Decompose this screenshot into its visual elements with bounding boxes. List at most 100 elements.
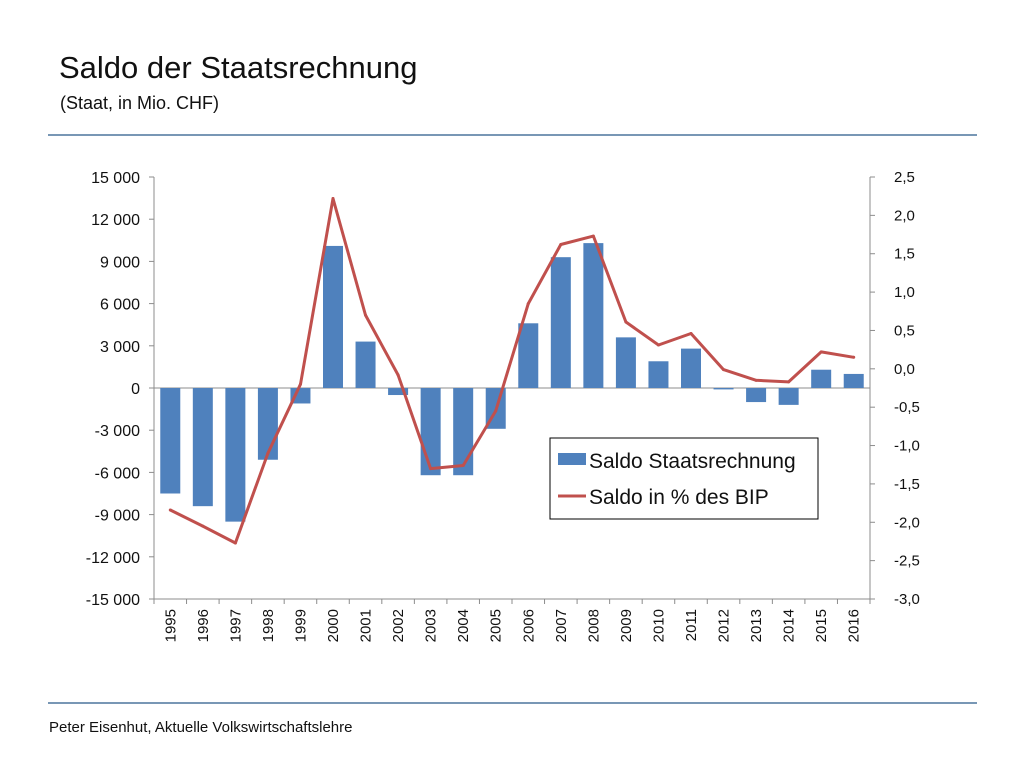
x-tick-label: 1995 [162,609,179,642]
x-tick-label: 2009 [618,609,635,642]
bar [746,388,767,403]
right-tick-label: -2,5 [894,553,920,570]
bar [583,243,604,388]
slide-footer: Peter Eisenhut, Aktuelle Volkswirtschaft… [49,719,353,736]
x-tick-label: 2001 [358,609,375,642]
x-tick-label: 2011 [683,609,700,641]
bar [811,369,832,388]
left-tick-label: 6 000 [100,297,140,314]
bar [192,388,213,507]
line-point [787,380,791,384]
x-tick-label: 2002 [390,609,407,642]
bar [420,388,441,476]
bar [648,361,669,388]
legend-swatch-bars [558,453,586,465]
bar [388,388,409,396]
x-tick-label: 2008 [585,609,602,642]
x-tick-label: 2006 [520,609,537,642]
x-tick-label: 2000 [325,609,342,642]
line-point [396,373,400,377]
x-tick-label: 1999 [292,609,309,642]
left-tick-label: -6 000 [95,465,140,482]
line-point [591,234,595,238]
line-point [298,382,302,386]
line-point [233,541,237,545]
line-point [559,243,563,247]
x-tick-label: 1997 [227,609,244,642]
x-tick-label: 2016 [846,609,863,642]
line-point [526,302,530,306]
right-tick-label: 1,5 [894,246,915,263]
line-point [266,451,270,455]
bar [225,388,246,522]
x-tick-label: 1998 [260,609,277,642]
x-tick-label: 2004 [455,609,472,642]
right-tick-label: 0,5 [894,322,915,339]
right-tick-label: -3,0 [894,591,920,608]
slide-title: Saldo der Staatsrechnung [59,50,418,85]
right-tick-label: 2,5 [894,169,915,186]
line-point [722,368,726,372]
line-point [754,378,758,382]
left-tick-label: -15 000 [86,592,140,609]
line-point [656,343,660,347]
slide-subtitle: (Staat, in Mio. CHF) [60,93,220,113]
x-tick-label: 1996 [195,609,212,642]
x-tick-label: 2014 [781,609,798,642]
right-tick-label: 0,0 [894,361,915,378]
line-point [331,196,335,200]
right-tick-label: -1,5 [894,476,920,493]
left-tick-label: 15 000 [91,170,140,187]
bar [257,388,278,460]
right-tick-label: 1,0 [894,284,915,301]
top-divider [48,134,977,136]
line-point [494,409,498,413]
tick-labels: 15 000 12 000 9 000 6 000 3 000 0 -3 000 -6 000… [86,169,920,642]
chart-legend: Saldo Staatsrechnung Saldo in % des BIP [549,437,819,520]
left-tick-label: -12 000 [86,550,140,567]
line-path [169,197,854,545]
x-tick-label: 2007 [553,609,570,642]
bar [160,388,181,494]
line-point [429,467,433,471]
x-tick-label: 2010 [650,609,667,642]
bar [355,341,376,388]
x-tick-label: 2013 [748,609,765,642]
left-tick-label: -9 000 [95,508,140,525]
right-tick-label: -1,0 [894,438,920,455]
left-tick-label: 9 000 [100,254,140,271]
bar [518,323,539,388]
right-tick-label: -0,5 [894,399,920,416]
bar [323,245,343,388]
bar [550,257,571,388]
bar [453,388,474,476]
line-series [168,196,856,545]
line-point [201,524,205,528]
legend-label-bars: Saldo Staatsrechnung [589,450,796,473]
bottom-divider [48,702,977,704]
line-point [819,350,823,354]
chart-axes [149,176,875,604]
right-tick-label: 2,0 [894,207,915,224]
right-tick-label: -2,0 [894,514,920,531]
line-point [624,320,628,324]
left-tick-label: 0 [131,381,140,398]
bar [843,373,864,388]
line-point [364,313,368,317]
x-tick-label: 2015 [813,609,830,642]
x-tick-label: 2005 [488,609,505,642]
line-point [461,463,465,467]
line-point [168,508,172,512]
bar [681,348,701,388]
x-tick-label: 2003 [423,609,440,642]
bar [778,388,799,405]
line-point [852,355,856,359]
left-tick-label: -3 000 [95,423,140,440]
line-point [689,332,693,336]
bar [615,337,636,388]
left-tick-label: 3 000 [100,339,140,356]
bar [713,388,734,390]
legend-box [549,437,819,520]
x-tick-label: 2012 [716,609,733,642]
